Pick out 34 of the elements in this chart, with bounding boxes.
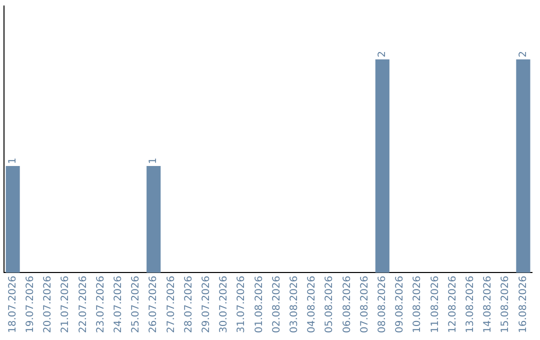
x-tick-label: 16.08.2026 — [518, 276, 529, 334]
x-tick-label: 21.07.2026 — [60, 276, 72, 334]
x-tick-label: 13.08.2026 — [464, 276, 476, 334]
x-tick-label: 23.07.2026 — [95, 276, 106, 334]
x-tick-label: 08.08.2026 — [376, 276, 388, 334]
x-tick-label: 28.07.2026 — [183, 276, 194, 334]
x-tick-label: 20.07.2026 — [42, 276, 54, 334]
data-label: 2 — [518, 50, 529, 58]
x-tick-label: 07.08.2026 — [359, 276, 370, 334]
x-tick-label: 30.07.2026 — [218, 276, 230, 334]
x-tick-label: 02.08.2026 — [271, 276, 282, 334]
x-tick-label: 22.07.2026 — [78, 276, 89, 334]
x-tick-label: 25.07.2026 — [130, 276, 142, 334]
x-tick-label: 14.08.2026 — [482, 276, 494, 334]
x-tick-label: 18.07.2026 — [7, 276, 18, 334]
data-label: 1 — [148, 158, 160, 164]
x-tick-label: 06.08.2026 — [342, 276, 353, 334]
x-tick-label: 29.07.2026 — [200, 276, 212, 334]
x-tick-label: 15.08.2026 — [500, 276, 512, 334]
data-label: 1 — [7, 158, 18, 164]
x-tick-label: 05.08.2026 — [324, 276, 336, 334]
data-label: 2 — [376, 50, 388, 58]
x-tick-label: 12.08.2026 — [447, 276, 458, 334]
x-tick-label: 11.08.2026 — [430, 276, 441, 334]
x-tick-label: 09.08.2026 — [394, 276, 406, 334]
x-tick-label: 04.08.2026 — [306, 276, 318, 334]
x-tick-label: 31.07.2026 — [236, 276, 248, 334]
x-tick-label: 19.07.2026 — [24, 276, 36, 334]
x-tick-label: 03.08.2026 — [288, 276, 300, 334]
x-tick-label: 27.07.2026 — [166, 276, 177, 334]
x-tick-label: 10.08.2026 — [412, 276, 424, 334]
x-tick-label: 01.08.2026 — [254, 276, 265, 334]
x-tick-label: 24.07.2026 — [112, 276, 124, 334]
x-tick-label: 26.07.2026 — [148, 276, 160, 334]
